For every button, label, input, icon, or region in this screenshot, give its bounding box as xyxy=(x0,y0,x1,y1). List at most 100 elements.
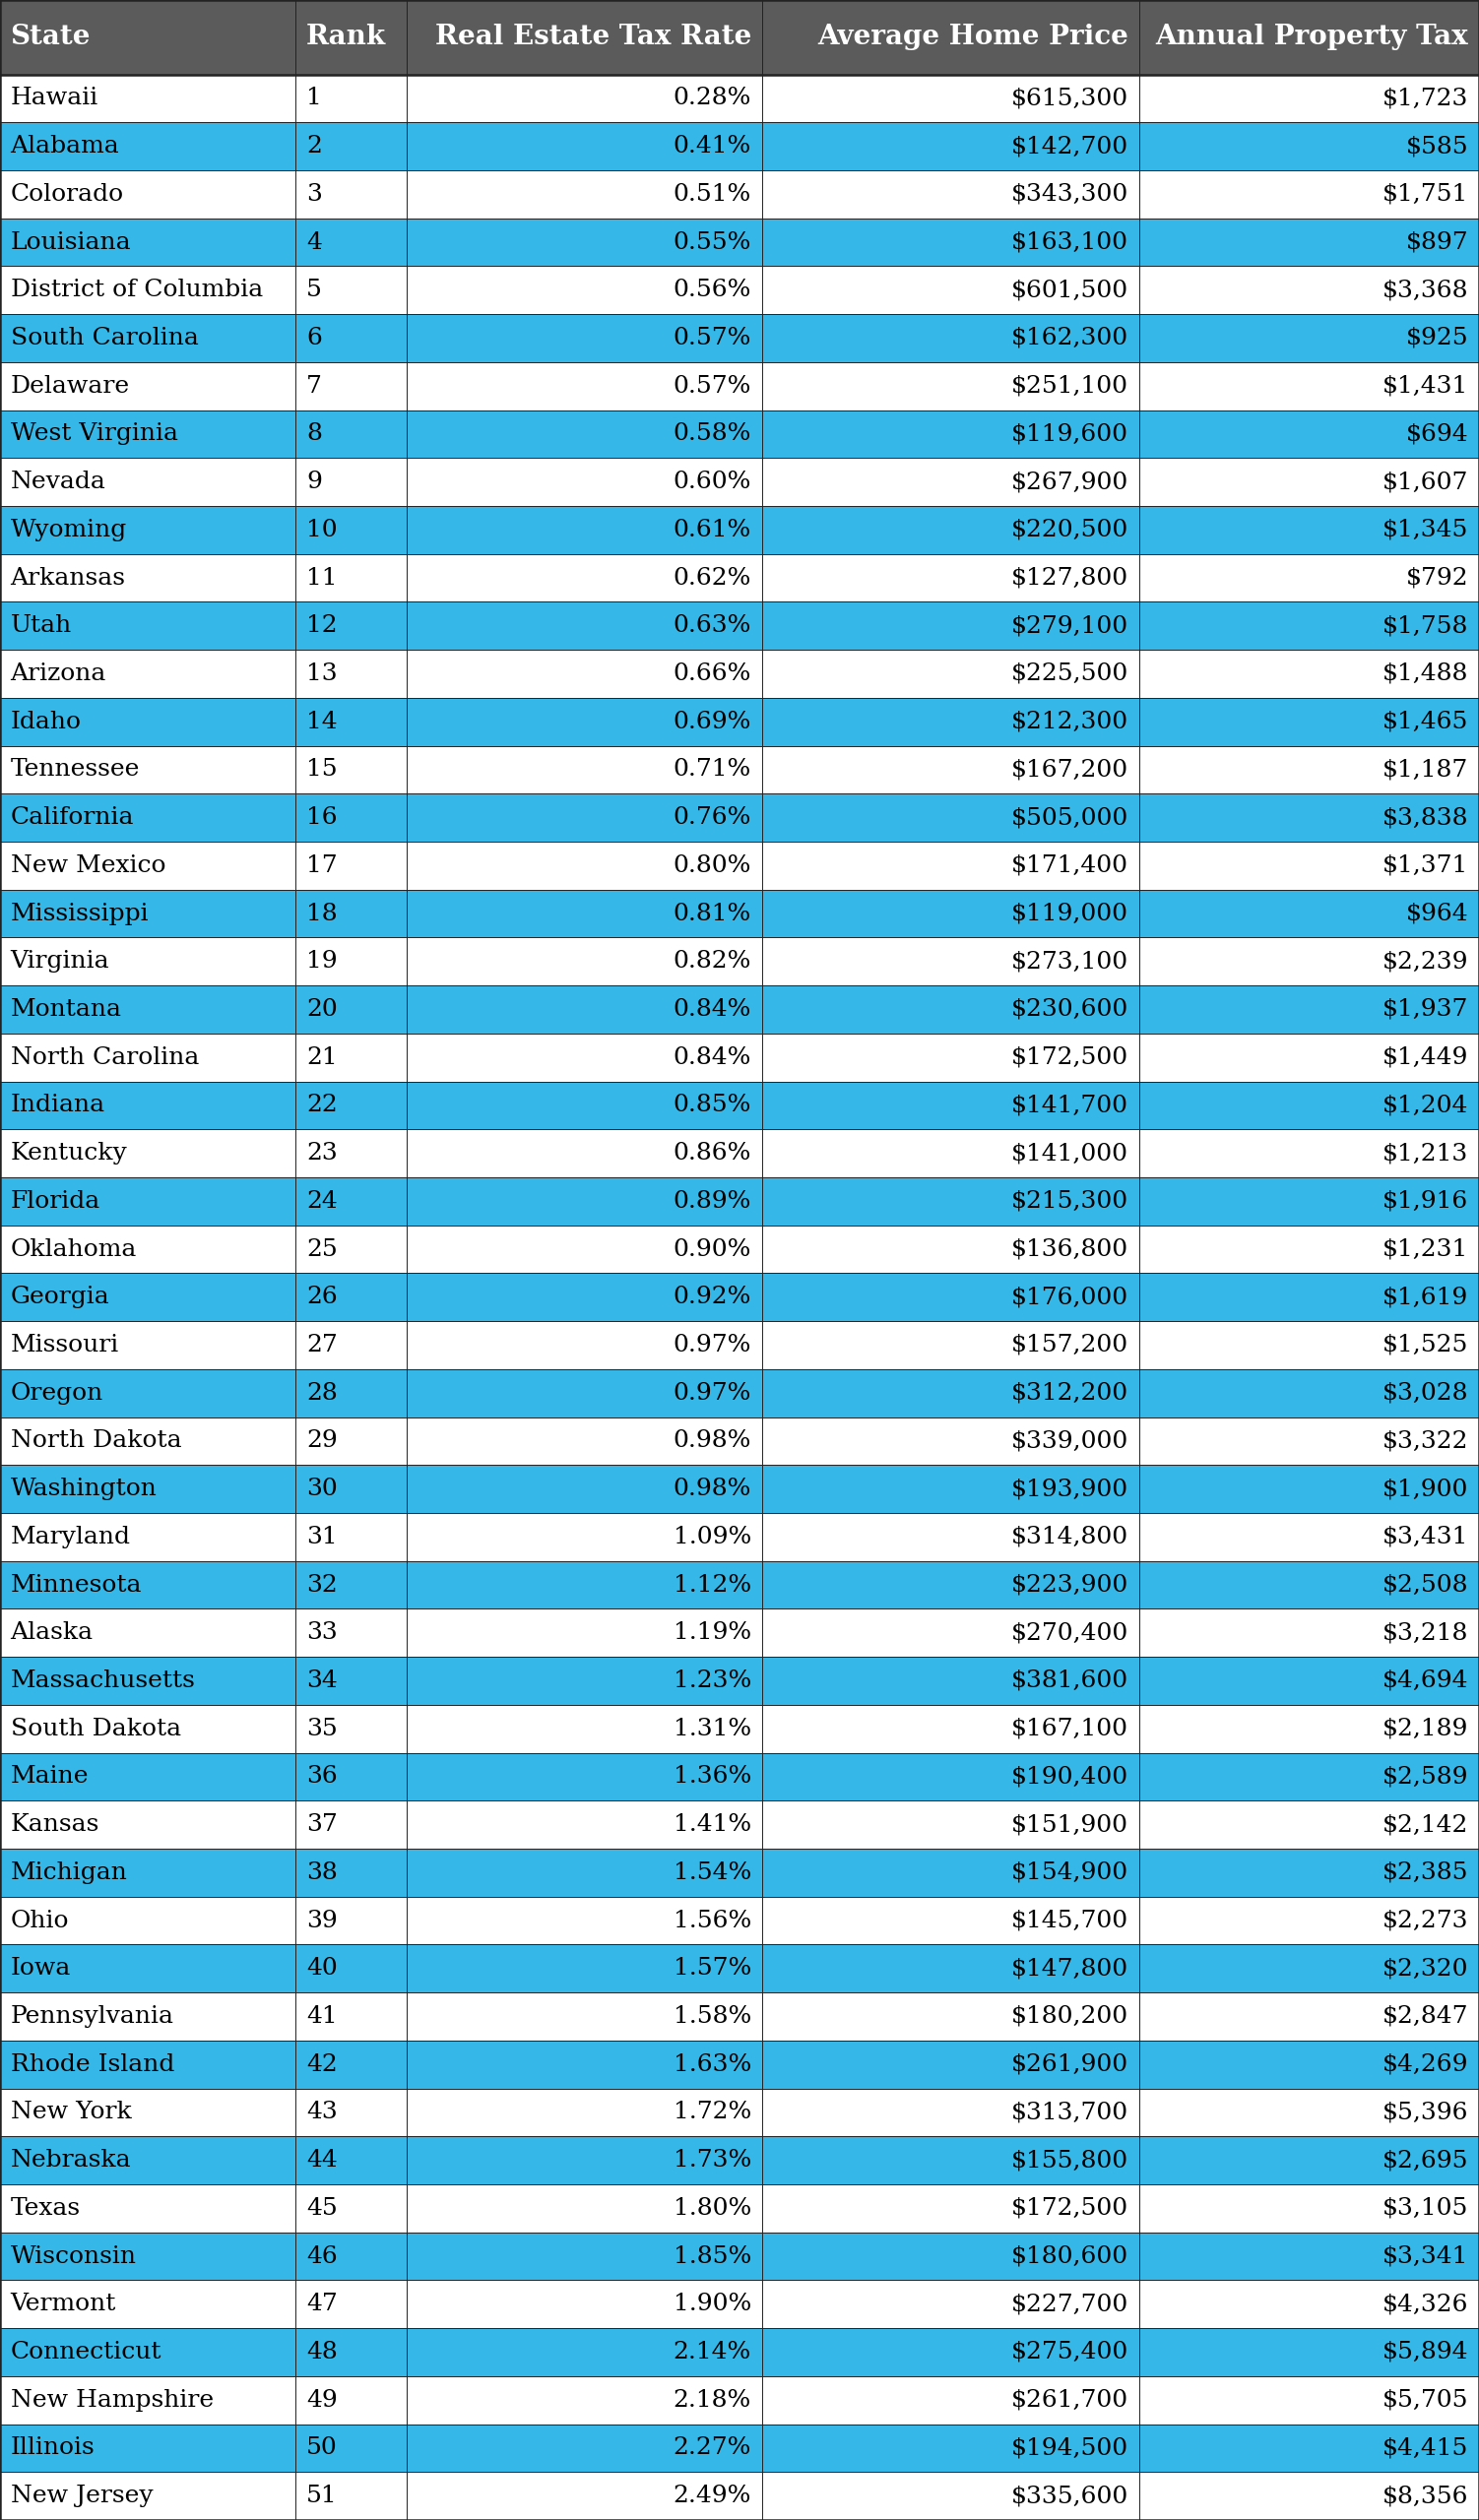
Text: 27: 27 xyxy=(306,1333,337,1356)
Text: 26: 26 xyxy=(306,1285,337,1308)
Text: 20: 20 xyxy=(306,998,337,1021)
Text: 0.60%: 0.60% xyxy=(673,471,751,494)
Text: $2,320: $2,320 xyxy=(1383,1958,1469,1981)
Text: $1,187: $1,187 xyxy=(1383,759,1469,781)
Text: $2,142: $2,142 xyxy=(1383,1814,1469,1837)
Bar xyxy=(0,0,1479,73)
Text: Wisconsin: Wisconsin xyxy=(10,2245,136,2268)
Text: District of Columbia: District of Columbia xyxy=(10,280,263,302)
Text: 44: 44 xyxy=(306,2150,337,2172)
Text: 46: 46 xyxy=(306,2245,337,2268)
Text: Idaho: Idaho xyxy=(10,711,81,733)
Text: $505,000: $505,000 xyxy=(1012,806,1128,829)
Bar xyxy=(0,411,1479,459)
Text: Texas: Texas xyxy=(10,2197,80,2220)
Text: Missouri: Missouri xyxy=(10,1333,118,1356)
Text: $694: $694 xyxy=(1407,423,1469,446)
Text: $4,269: $4,269 xyxy=(1383,2054,1469,2076)
Bar xyxy=(0,1704,1479,1754)
Bar xyxy=(0,1225,1479,1273)
Bar xyxy=(0,1368,1479,1416)
Text: 0.97%: 0.97% xyxy=(673,1333,751,1356)
Text: $163,100: $163,100 xyxy=(1012,232,1128,255)
Text: 7: 7 xyxy=(306,375,322,398)
Bar xyxy=(0,2424,1479,2472)
Text: $8,356: $8,356 xyxy=(1383,2485,1469,2507)
Text: Delaware: Delaware xyxy=(10,375,130,398)
Text: $1,371: $1,371 xyxy=(1383,854,1469,877)
Bar xyxy=(0,746,1479,794)
Text: 12: 12 xyxy=(306,615,337,638)
Bar xyxy=(0,1945,1479,1993)
Bar xyxy=(0,2376,1479,2424)
Text: 1.31%: 1.31% xyxy=(673,1719,751,1741)
Text: 1.57%: 1.57% xyxy=(673,1958,751,1981)
Bar xyxy=(0,1129,1479,1177)
Text: $273,100: $273,100 xyxy=(1012,950,1128,973)
Text: 13: 13 xyxy=(306,663,337,685)
Text: $3,322: $3,322 xyxy=(1383,1429,1469,1452)
Text: 1.72%: 1.72% xyxy=(673,2102,751,2124)
Bar xyxy=(0,1993,1479,2041)
Text: 1.54%: 1.54% xyxy=(673,1862,751,1885)
Text: $220,500: $220,500 xyxy=(1012,519,1128,542)
Text: $1,213: $1,213 xyxy=(1383,1142,1469,1164)
Text: $3,218: $3,218 xyxy=(1383,1620,1469,1643)
Bar xyxy=(0,2233,1479,2281)
Text: Nebraska: Nebraska xyxy=(10,2150,132,2172)
Text: $335,600: $335,600 xyxy=(1012,2485,1128,2507)
Text: Michigan: Michigan xyxy=(10,1862,127,1885)
Text: Washington: Washington xyxy=(10,1477,157,1499)
Text: 0.57%: 0.57% xyxy=(673,328,751,350)
Bar xyxy=(0,985,1479,1033)
Text: $1,465: $1,465 xyxy=(1383,711,1469,733)
Text: 41: 41 xyxy=(306,2006,337,2029)
Text: $5,894: $5,894 xyxy=(1383,2341,1469,2364)
Text: $270,400: $270,400 xyxy=(1012,1620,1128,1643)
Text: $154,900: $154,900 xyxy=(1012,1862,1128,1885)
Text: 0.58%: 0.58% xyxy=(673,423,751,446)
Text: $2,239: $2,239 xyxy=(1383,950,1469,973)
Text: North Dakota: North Dakota xyxy=(10,1429,182,1452)
Bar xyxy=(0,2137,1479,2185)
Text: 0.76%: 0.76% xyxy=(673,806,751,829)
Text: 15: 15 xyxy=(306,759,337,781)
Text: $339,000: $339,000 xyxy=(1012,1429,1128,1452)
Text: 35: 35 xyxy=(306,1719,337,1741)
Text: $1,607: $1,607 xyxy=(1383,471,1469,494)
Text: $1,937: $1,937 xyxy=(1383,998,1469,1021)
Text: 36: 36 xyxy=(306,1767,337,1789)
Text: 0.66%: 0.66% xyxy=(673,663,751,685)
Bar xyxy=(0,73,1479,123)
Text: $172,500: $172,500 xyxy=(1012,1046,1128,1068)
Text: 38: 38 xyxy=(306,1862,337,1885)
Bar xyxy=(0,1754,1479,1802)
Text: 6: 6 xyxy=(306,328,322,350)
Text: 0.84%: 0.84% xyxy=(673,998,751,1021)
Text: $151,900: $151,900 xyxy=(1012,1814,1128,1837)
Text: $3,028: $3,028 xyxy=(1383,1381,1469,1404)
Text: 51: 51 xyxy=(306,2485,337,2507)
Text: $119,000: $119,000 xyxy=(1012,902,1128,925)
Text: $3,105: $3,105 xyxy=(1383,2197,1469,2220)
Text: 19: 19 xyxy=(306,950,337,973)
Bar xyxy=(0,554,1479,602)
Text: Louisiana: Louisiana xyxy=(10,232,132,255)
Text: 0.81%: 0.81% xyxy=(673,902,751,925)
Text: $193,900: $193,900 xyxy=(1012,1477,1128,1499)
Text: 0.97%: 0.97% xyxy=(673,1381,751,1404)
Text: $180,600: $180,600 xyxy=(1012,2245,1128,2268)
Text: Minnesota: Minnesota xyxy=(10,1572,142,1595)
Text: $4,326: $4,326 xyxy=(1383,2293,1469,2316)
Text: $1,916: $1,916 xyxy=(1383,1189,1469,1212)
Text: 2.49%: 2.49% xyxy=(673,2485,751,2507)
Text: $167,200: $167,200 xyxy=(1012,759,1128,781)
Bar xyxy=(0,171,1479,219)
Text: Utah: Utah xyxy=(10,615,71,638)
Text: 40: 40 xyxy=(306,1958,337,1981)
Text: 2.18%: 2.18% xyxy=(673,2389,751,2412)
Bar xyxy=(0,1512,1479,1560)
Text: 0.86%: 0.86% xyxy=(673,1142,751,1164)
Bar xyxy=(0,507,1479,554)
Text: $1,345: $1,345 xyxy=(1383,519,1469,542)
